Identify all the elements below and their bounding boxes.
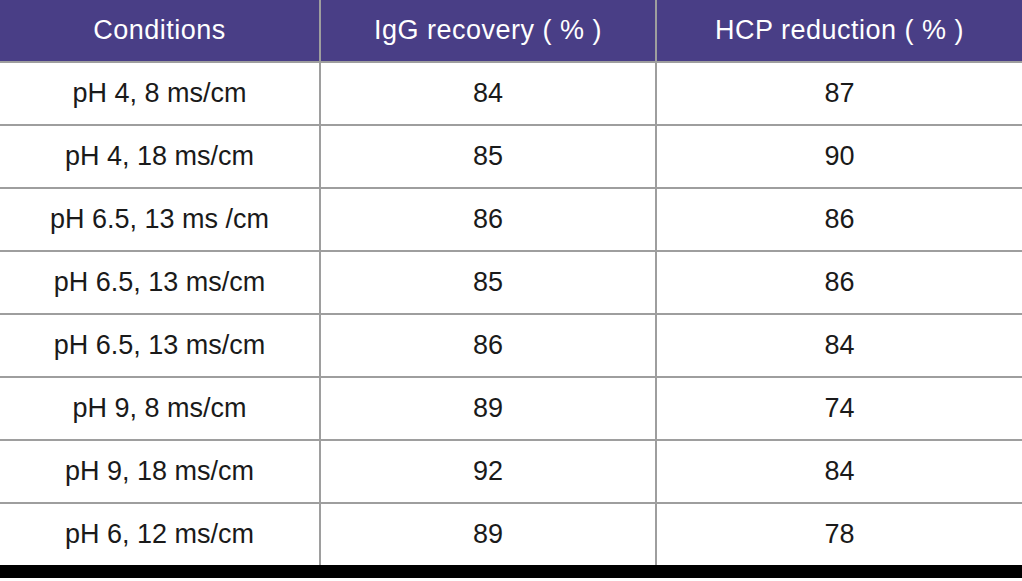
- hcp-value-cell: 84: [656, 440, 1022, 503]
- hcp-value-cell: 90: [656, 125, 1022, 188]
- condition-cell: pH 4, 18 ms/cm: [0, 125, 320, 188]
- condition-cell: pH 9, 8 ms/cm: [0, 377, 320, 440]
- table-row: pH 4, 8 ms/cm 84 87: [0, 62, 1022, 125]
- table-bottom-border: [0, 565, 1022, 578]
- igg-value-cell: 85: [320, 251, 656, 314]
- condition-cell: pH 4, 8 ms/cm: [0, 62, 320, 125]
- column-header-igg-recovery: IgG recovery ( % ): [320, 0, 656, 62]
- hcp-value-cell: 84: [656, 314, 1022, 377]
- header-row: Conditions IgG recovery ( % ) HCP reduct…: [0, 0, 1022, 62]
- hcp-value-cell: 87: [656, 62, 1022, 125]
- igg-value-cell: 92: [320, 440, 656, 503]
- condition-cell: pH 6.5, 13 ms /cm: [0, 188, 320, 251]
- igg-value-cell: 86: [320, 188, 656, 251]
- condition-cell: pH 9, 18 ms/cm: [0, 440, 320, 503]
- column-header-hcp-reduction: HCP reduction ( % ): [656, 0, 1022, 62]
- igg-value-cell: 84: [320, 62, 656, 125]
- hcp-value-cell: 86: [656, 188, 1022, 251]
- table-row: pH 4, 18 ms/cm 85 90: [0, 125, 1022, 188]
- igg-value-cell: 85: [320, 125, 656, 188]
- hcp-value-cell: 86: [656, 251, 1022, 314]
- table-row: pH 9, 18 ms/cm 92 84: [0, 440, 1022, 503]
- igg-value-cell: 89: [320, 503, 656, 565]
- condition-cell: pH 6.5, 13 ms/cm: [0, 314, 320, 377]
- igg-value-cell: 89: [320, 377, 656, 440]
- condition-cell: pH 6, 12 ms/cm: [0, 503, 320, 565]
- table-row: pH 6, 12 ms/cm 89 78: [0, 503, 1022, 565]
- condition-cell: pH 6.5, 13 ms/cm: [0, 251, 320, 314]
- table-row: pH 9, 8 ms/cm 89 74: [0, 377, 1022, 440]
- hcp-value-cell: 74: [656, 377, 1022, 440]
- table-row: pH 6.5, 13 ms /cm 86 86: [0, 188, 1022, 251]
- results-table: Conditions IgG recovery ( % ) HCP reduct…: [0, 0, 1022, 565]
- table-row: pH 6.5, 13 ms/cm 85 86: [0, 251, 1022, 314]
- hcp-value-cell: 78: [656, 503, 1022, 565]
- column-header-conditions: Conditions: [0, 0, 320, 62]
- table-row: pH 6.5, 13 ms/cm 86 84: [0, 314, 1022, 377]
- igg-value-cell: 86: [320, 314, 656, 377]
- results-table-container: Conditions IgG recovery ( % ) HCP reduct…: [0, 0, 1022, 578]
